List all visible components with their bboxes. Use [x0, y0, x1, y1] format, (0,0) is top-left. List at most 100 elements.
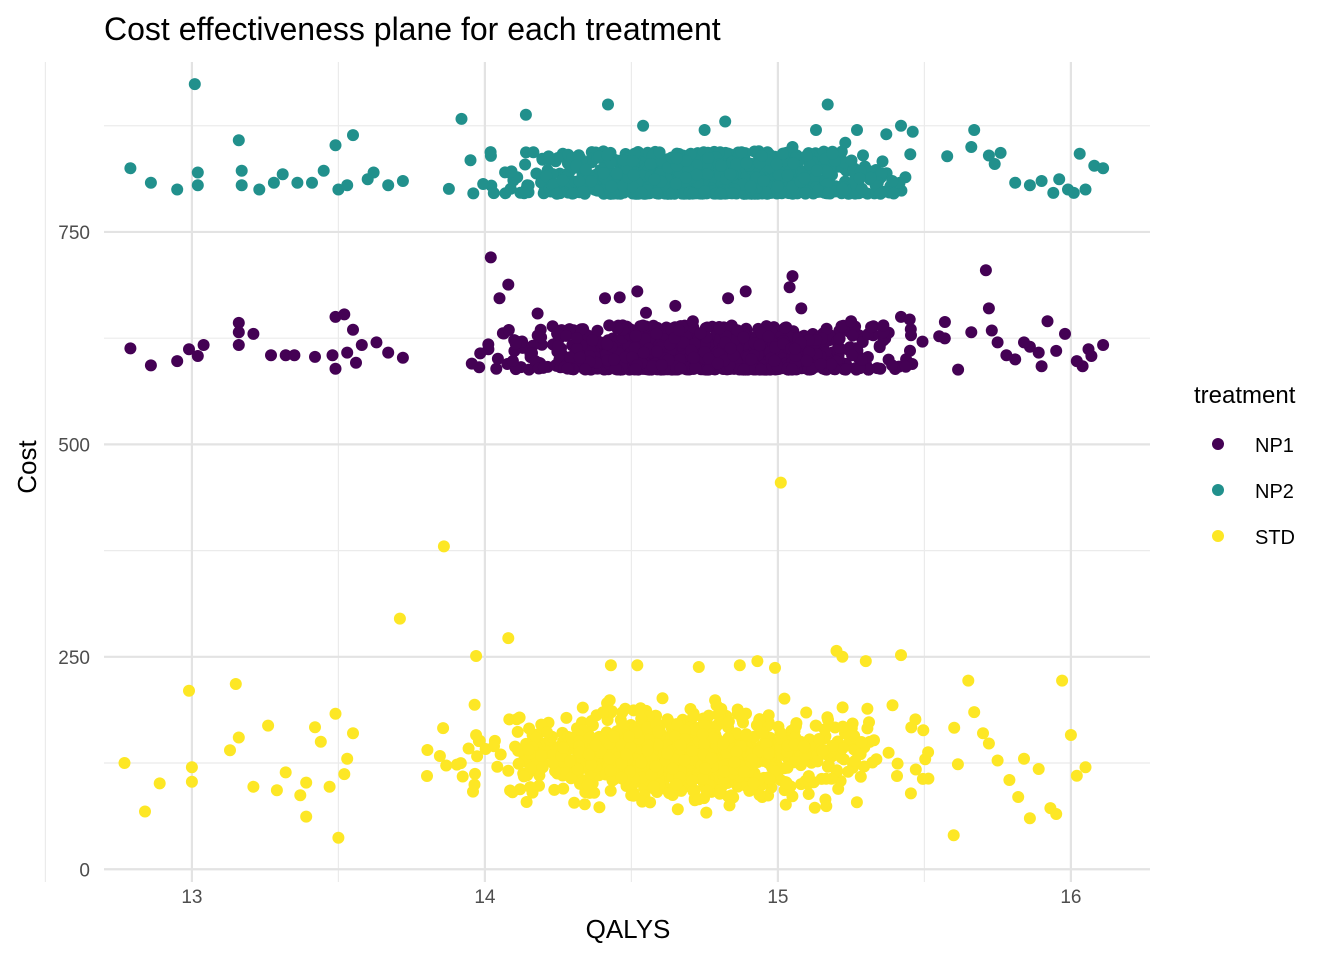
point-np1 [171, 355, 184, 368]
point-std [620, 748, 633, 761]
point-np2 [886, 175, 899, 187]
point-std [663, 787, 676, 800]
point-np2 [605, 180, 618, 193]
point-np2 [735, 146, 748, 159]
point-std [615, 738, 628, 751]
point-np2 [627, 169, 640, 182]
point-np1 [561, 362, 574, 375]
point-np1 [197, 339, 210, 351]
point-np1 [753, 339, 766, 352]
point-np2 [467, 187, 480, 200]
point-std [774, 476, 787, 489]
point-np1 [1018, 336, 1030, 349]
point-np1 [509, 337, 522, 350]
points-layer [118, 78, 1110, 844]
point-std [788, 738, 801, 751]
point-np1 [674, 362, 687, 375]
point-np2 [585, 175, 598, 188]
point-std [813, 733, 825, 745]
point-std [560, 711, 573, 724]
point-std [698, 738, 711, 751]
point-std [323, 780, 336, 793]
series-np1 [124, 251, 1110, 376]
point-std [548, 783, 561, 796]
point-np1 [899, 360, 912, 373]
point-std [948, 721, 961, 734]
point-std [832, 782, 845, 795]
point-np2 [857, 149, 869, 162]
point-np1 [370, 336, 383, 349]
point-std [437, 540, 450, 553]
point-np1 [673, 324, 685, 337]
point-np2 [577, 185, 590, 198]
point-np2 [276, 168, 289, 181]
point-np2 [550, 187, 563, 200]
point-std [861, 722, 874, 735]
point-std [713, 787, 726, 800]
point-np2 [822, 187, 835, 200]
point-np2 [771, 180, 784, 193]
point-std [571, 763, 584, 776]
point-std [725, 789, 738, 802]
point-np1 [309, 350, 321, 363]
point-np1 [1059, 327, 1071, 340]
point-std [760, 738, 773, 751]
point-np2 [306, 176, 318, 189]
point-np2 [851, 124, 863, 136]
point-np2 [396, 175, 409, 187]
point-std [818, 723, 831, 736]
point-np2 [530, 167, 543, 180]
point-std [821, 760, 834, 773]
point-np2 [776, 147, 789, 160]
point-np2 [566, 187, 579, 200]
point-np2 [1067, 186, 1080, 199]
point-np2 [982, 149, 995, 162]
point-std [581, 778, 594, 791]
point-np2 [602, 98, 614, 111]
point-np1 [795, 302, 808, 315]
point-np1 [506, 355, 519, 367]
point-np2 [715, 159, 728, 172]
point-np2 [442, 182, 455, 195]
point-std [891, 757, 904, 770]
point-np2 [772, 168, 785, 181]
point-std [279, 766, 292, 779]
point-std [886, 699, 899, 712]
point-std [947, 829, 960, 842]
point-std [991, 754, 1004, 767]
legend-item-std: STD [1212, 527, 1295, 549]
point-std [512, 757, 525, 770]
point-np1 [739, 285, 752, 298]
point-np1 [1050, 344, 1063, 357]
y-tick-label: 250 [58, 648, 90, 669]
point-std [816, 744, 829, 757]
point-std [332, 831, 345, 844]
point-np2 [686, 187, 699, 200]
point-np2 [895, 119, 907, 132]
point-std [661, 747, 674, 760]
point-std [471, 750, 484, 763]
point-np2 [839, 136, 852, 149]
point-np2 [367, 166, 380, 179]
point-std [789, 720, 802, 733]
point-np1 [502, 278, 515, 291]
point-std [674, 738, 687, 751]
y-tick-labels: 0 250 500 750 [58, 223, 90, 881]
point-np2 [864, 171, 877, 184]
point-np1 [916, 335, 929, 348]
point-np1 [564, 351, 577, 364]
point-std [513, 711, 526, 724]
point-std [393, 612, 406, 625]
point-std [649, 760, 662, 773]
point-np1 [846, 329, 859, 342]
point-np1 [783, 281, 796, 294]
point-std [529, 731, 541, 744]
point-std [962, 674, 975, 687]
point-std [1003, 774, 1016, 786]
point-std [568, 796, 581, 809]
point-np2 [994, 146, 1007, 159]
point-np2 [455, 112, 468, 125]
point-np2 [1023, 179, 1036, 192]
point-std [183, 684, 195, 697]
